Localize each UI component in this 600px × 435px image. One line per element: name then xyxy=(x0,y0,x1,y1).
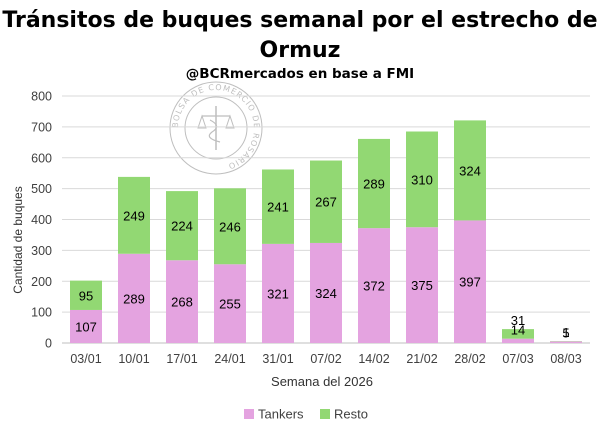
data-label: 95 xyxy=(79,288,93,303)
bar-tankers xyxy=(406,227,438,343)
data-label: 5 xyxy=(562,325,569,340)
bar-resto xyxy=(214,188,246,265)
x-tick-label: 03/01 xyxy=(70,352,101,366)
data-label: 375 xyxy=(411,278,433,293)
x-tick-label: 14/02 xyxy=(358,352,389,366)
bar-resto xyxy=(454,120,486,221)
y-tick-label: 0 xyxy=(45,337,52,351)
data-label: 310 xyxy=(411,172,433,187)
y-tick-label: 200 xyxy=(31,275,52,289)
bar-resto xyxy=(166,191,198,261)
legend-swatch xyxy=(244,409,254,419)
x-axis-label: Semana del 2026 xyxy=(271,374,373,389)
x-tick-label: 10/01 xyxy=(118,352,149,366)
data-label: 321 xyxy=(267,286,289,301)
x-tick-label: 28/02 xyxy=(454,352,485,366)
bar-tankers xyxy=(262,243,294,343)
bar-tankers xyxy=(310,242,342,343)
y-tick-label: 500 xyxy=(31,182,52,196)
bar-resto xyxy=(118,176,150,254)
legend-label: Tankers xyxy=(258,407,304,422)
data-label: 14 xyxy=(511,323,525,338)
bars xyxy=(70,120,582,343)
data-label: 249 xyxy=(123,208,145,223)
y-tick-label: 700 xyxy=(31,120,52,134)
bar-tankers xyxy=(454,220,486,343)
y-tick-label: 300 xyxy=(31,244,52,258)
bar-resto xyxy=(70,280,102,310)
y-tick-label: 100 xyxy=(31,306,52,320)
data-label: 255 xyxy=(219,297,241,312)
bar-tankers xyxy=(70,309,102,343)
y-tick-label: 400 xyxy=(31,213,52,227)
bar-resto xyxy=(358,138,390,229)
data-label: 324 xyxy=(459,163,481,178)
data-label: 241 xyxy=(267,200,289,215)
x-tick-label: 21/02 xyxy=(406,352,437,366)
data-label: 267 xyxy=(315,195,337,210)
legend-swatch xyxy=(320,409,330,419)
data-label: 268 xyxy=(171,295,193,310)
chart-title: Tránsitos de buques semanal por el estre… xyxy=(2,8,598,63)
x-tick-label: 24/01 xyxy=(214,352,245,366)
legend: Tankers Resto xyxy=(244,407,368,422)
bar-tankers xyxy=(166,260,198,343)
x-tick-label: 07/02 xyxy=(310,352,341,366)
data-label: 246 xyxy=(219,219,241,234)
x-tick-label: 31/01 xyxy=(262,352,293,366)
y-tick-label: 800 xyxy=(31,90,52,104)
data-label: 289 xyxy=(123,291,145,306)
data-label: 397 xyxy=(459,275,481,290)
data-label: 107 xyxy=(75,319,97,334)
x-axis: 03/01 10/01 17/01 24/01 31/01 07/02 14/02 21/02… xyxy=(70,352,581,366)
y-axis: 0 100 200 300 400 500 600 700 800 xyxy=(31,90,52,351)
y-tick-label: 600 xyxy=(31,151,52,165)
bar-resto xyxy=(502,329,534,339)
data-label: 289 xyxy=(363,177,385,192)
bar-tankers xyxy=(118,253,150,343)
data-label: 31 xyxy=(511,313,525,328)
data-label: 1 xyxy=(562,325,569,340)
x-tick-label: 17/01 xyxy=(166,352,197,366)
bar-tankers xyxy=(358,228,390,343)
bar-resto xyxy=(310,160,342,243)
data-label: 224 xyxy=(171,219,193,234)
y-axis-label: Cantidad de buques xyxy=(11,186,25,293)
data-labels: 107 95 289 249 268 224 255 246 321 241 324 267 372 28… xyxy=(75,163,569,340)
bar-tankers xyxy=(502,338,534,343)
bar-tankers xyxy=(550,341,582,343)
x-tick-label: 08/03 xyxy=(550,352,581,366)
data-label: 324 xyxy=(315,286,337,301)
bar-resto xyxy=(406,131,438,228)
x-tick-label: 07/03 xyxy=(502,352,533,366)
bar-tankers xyxy=(214,264,246,343)
bar-resto xyxy=(262,169,294,244)
data-label: 372 xyxy=(363,279,385,294)
chart-subtitle: @BCRmercados en base a FMI xyxy=(185,66,415,82)
legend-label: Resto xyxy=(334,407,368,422)
